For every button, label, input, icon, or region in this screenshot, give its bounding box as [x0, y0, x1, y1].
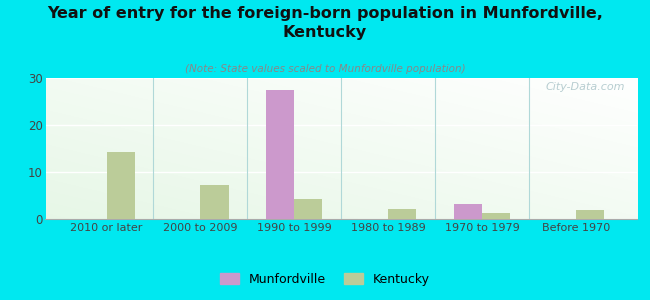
Bar	[388, 209, 417, 219]
Text: Year of entry for the foreign-born population in Munfordville,
Kentucky: Year of entry for the foreign-born popul…	[47, 6, 603, 40]
Bar	[576, 210, 604, 219]
Text: (Note: State values scaled to Munfordville population): (Note: State values scaled to Munfordvil…	[185, 64, 465, 74]
Bar	[107, 152, 135, 219]
Bar	[266, 90, 294, 219]
Bar	[294, 199, 322, 219]
Bar	[454, 204, 482, 219]
Legend: Munfordville, Kentucky: Munfordville, Kentucky	[214, 268, 436, 291]
Bar	[482, 213, 510, 219]
Text: City-Data.com: City-Data.com	[545, 82, 625, 92]
Bar	[200, 185, 229, 219]
